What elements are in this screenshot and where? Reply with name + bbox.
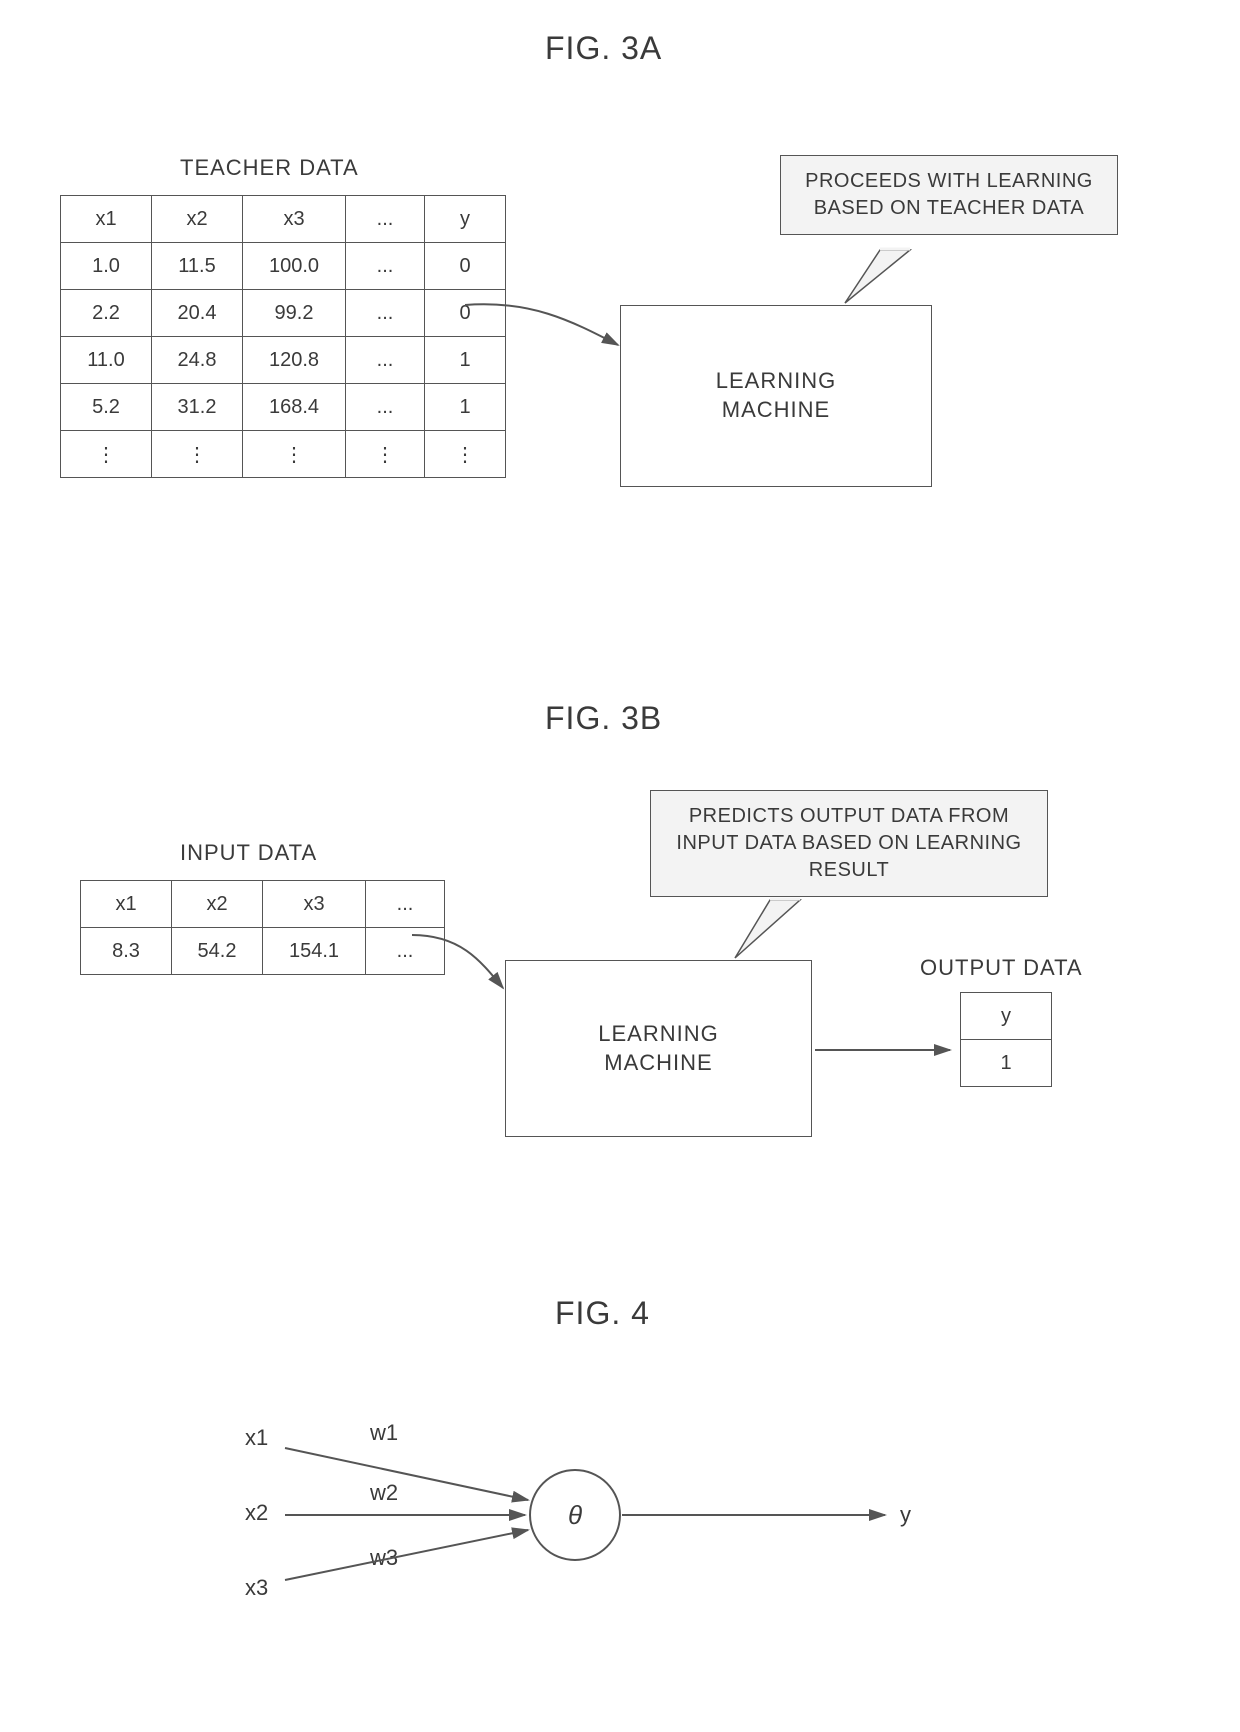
table-cell: 1.0 bbox=[61, 243, 152, 290]
fig3b-table-label: INPUT DATA bbox=[180, 840, 317, 866]
table-header-cell: y bbox=[961, 993, 1052, 1040]
table-cell: ⋮ bbox=[61, 431, 152, 478]
fig4-y-label: y bbox=[900, 1502, 911, 1528]
table-header-cell: x3 bbox=[263, 881, 366, 928]
fig4-node-label: θ bbox=[568, 1500, 582, 1530]
fig4-w2-label: w2 bbox=[370, 1480, 398, 1506]
table-cell: 8.3 bbox=[81, 928, 172, 975]
table-cell: ⋮ bbox=[243, 431, 346, 478]
fig3a-callout-text: PROCEEDS WITH LEARNING BASED ON TEACHER … bbox=[805, 170, 1093, 219]
table-cell: 1 bbox=[425, 384, 506, 431]
fig3a-title: FIG. 3A bbox=[545, 30, 662, 67]
fig3b-callout-text: PREDICTS OUTPUT DATA FROM INPUT DATA BAS… bbox=[676, 805, 1021, 881]
table-header-cell: x3 bbox=[243, 196, 346, 243]
table-cell: ... bbox=[346, 337, 425, 384]
fig4-w1-label: w1 bbox=[370, 1420, 398, 1446]
fig3a-table-label: TEACHER DATA bbox=[180, 155, 359, 181]
table-cell: ⋮ bbox=[346, 431, 425, 478]
table-cell: ... bbox=[346, 384, 425, 431]
fig4-x2-label: x2 bbox=[245, 1500, 268, 1526]
table-cell: 2.2 bbox=[61, 290, 152, 337]
table-row: 11.024.8120.8...1 bbox=[61, 337, 506, 384]
fig3b-output-data-table: y1 bbox=[960, 992, 1052, 1087]
fig3b-callout: PREDICTS OUTPUT DATA FROM INPUT DATA BAS… bbox=[650, 790, 1048, 897]
table-row: 5.231.2168.4...1 bbox=[61, 384, 506, 431]
table-cell: 31.2 bbox=[152, 384, 243, 431]
fig3b-input-data-table: x1x2x3...8.354.2154.1... bbox=[80, 880, 445, 975]
table-cell: 20.4 bbox=[152, 290, 243, 337]
table-cell: 24.8 bbox=[152, 337, 243, 384]
fig3b-box-label: LEARNING MACHINE bbox=[598, 1020, 718, 1077]
fig3b-learning-machine-box: LEARNING MACHINE bbox=[505, 960, 812, 1137]
table-cell: 120.8 bbox=[243, 337, 346, 384]
table-cell: 54.2 bbox=[172, 928, 263, 975]
table-cell: 99.2 bbox=[243, 290, 346, 337]
table-cell: 154.1 bbox=[263, 928, 366, 975]
fig3a-box-label: LEARNING MACHINE bbox=[716, 367, 836, 424]
fig4-title: FIG. 4 bbox=[555, 1295, 650, 1332]
fig4-x3-label: x3 bbox=[245, 1575, 268, 1601]
table-cell: 168.4 bbox=[243, 384, 346, 431]
table-row: ⋮⋮⋮⋮⋮ bbox=[61, 431, 506, 478]
table-header-cell: y bbox=[425, 196, 506, 243]
fig3a-learning-machine-box: LEARNING MACHINE bbox=[620, 305, 932, 487]
table-header-cell: x2 bbox=[152, 196, 243, 243]
table-cell: ⋮ bbox=[425, 431, 506, 478]
table-row: 1 bbox=[961, 1040, 1052, 1087]
table-cell: ... bbox=[366, 928, 445, 975]
fig3b-output-label: OUTPUT DATA bbox=[920, 955, 1083, 981]
table-cell: ... bbox=[346, 290, 425, 337]
table-cell: 5.2 bbox=[61, 384, 152, 431]
fig3a-callout: PROCEEDS WITH LEARNING BASED ON TEACHER … bbox=[780, 155, 1118, 235]
table-cell: 11.5 bbox=[152, 243, 243, 290]
table-header-cell: x2 bbox=[172, 881, 263, 928]
table-cell: 1 bbox=[425, 337, 506, 384]
fig3b-title: FIG. 3B bbox=[545, 700, 662, 737]
fig3a-teacher-data-table: x1x2x3...y1.011.5100.0...02.220.499.2...… bbox=[60, 195, 506, 478]
table-cell: ... bbox=[346, 243, 425, 290]
table-row: 8.354.2154.1... bbox=[81, 928, 445, 975]
table-cell: 0 bbox=[425, 290, 506, 337]
table-row: 1.011.5100.0...0 bbox=[61, 243, 506, 290]
table-header-cell: x1 bbox=[61, 196, 152, 243]
table-cell: 11.0 bbox=[61, 337, 152, 384]
table-cell: 0 bbox=[425, 243, 506, 290]
table-header-cell: ... bbox=[346, 196, 425, 243]
table-row: 2.220.499.2...0 bbox=[61, 290, 506, 337]
table-cell: 1 bbox=[961, 1040, 1052, 1087]
table-cell: ⋮ bbox=[152, 431, 243, 478]
fig4-w3-label: w3 bbox=[370, 1545, 398, 1571]
fig4-x1-label: x1 bbox=[245, 1425, 268, 1451]
table-cell: 100.0 bbox=[243, 243, 346, 290]
table-header-cell: ... bbox=[366, 881, 445, 928]
table-header-cell: x1 bbox=[81, 881, 172, 928]
